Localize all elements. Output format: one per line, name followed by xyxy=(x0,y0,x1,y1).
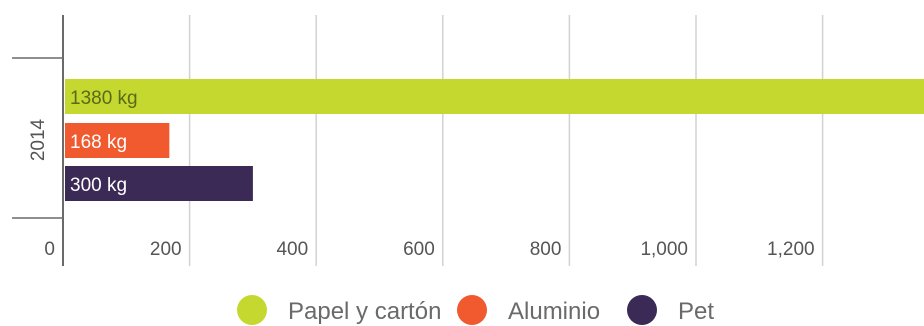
x-tick-label: 1,200 xyxy=(767,239,815,260)
x-tick-labels: 0 200 400 600 800 1,000 1,200 xyxy=(44,239,814,260)
legend-swatch xyxy=(627,295,657,325)
x-tick-label: 800 xyxy=(530,239,562,260)
x-tick-label: 1,000 xyxy=(640,239,688,260)
legend-label: Aluminio xyxy=(508,298,600,325)
axes xyxy=(12,15,64,266)
category-labels: 2014 xyxy=(28,118,49,161)
x-tick-label: 400 xyxy=(276,239,308,260)
x-tick-label: 600 xyxy=(403,239,435,260)
legend-swatch xyxy=(457,295,487,325)
bar-data-label: 168 kg xyxy=(70,132,127,153)
legend-swatch xyxy=(237,295,267,325)
legend-label: Papel y cartón xyxy=(288,298,441,325)
legend-label: Pet xyxy=(678,298,714,325)
bar-data-label: 300 kg xyxy=(70,175,127,196)
bar-papel-y-cart-n xyxy=(65,79,924,114)
bar-aluminio xyxy=(65,123,170,158)
bar-data-label: 1380 kg xyxy=(70,88,138,109)
category-label: 2014 xyxy=(28,118,49,161)
x-tick-label: 200 xyxy=(150,239,182,260)
bars: 1380 kg 168 kg 300 kg xyxy=(65,79,924,201)
legend: Papel y cartón Aluminio Pet xyxy=(237,295,714,325)
bar-pet xyxy=(65,166,253,201)
x-tick-label: 0 xyxy=(44,239,55,260)
gridlines xyxy=(188,15,824,266)
